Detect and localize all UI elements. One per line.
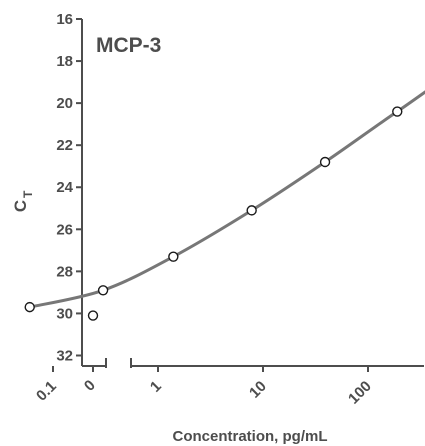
y-tick-label: 16 <box>56 11 73 28</box>
x-tick-label: 100 <box>345 378 375 408</box>
y-tick-label: 22 <box>56 137 73 154</box>
y-axis-title-subscript: T <box>21 190 35 198</box>
x-tick-label: 1 <box>147 378 165 396</box>
y-tick-label: 20 <box>56 95 73 112</box>
data-point <box>246 205 257 216</box>
y-axis-title: C T <box>11 190 35 212</box>
data-point-zero <box>87 310 99 321</box>
y-tick-label: 26 <box>56 221 73 238</box>
x-axis-title: Concentration, pg/mL <box>173 428 328 445</box>
data-point <box>392 106 403 117</box>
x-tick-label-zero: 0 <box>81 377 99 395</box>
data-point <box>168 251 179 262</box>
x-tick-label: 10 <box>246 378 270 402</box>
y-axis-title-main: C <box>11 200 30 212</box>
y-tick-label: 28 <box>56 263 73 280</box>
x-tick-label: 0.1 <box>33 378 60 405</box>
y-tick-label: 24 <box>56 179 73 196</box>
fit-curve <box>29 90 425 309</box>
data-point <box>319 156 331 168</box>
data-points <box>24 106 403 321</box>
y-tick-label: 18 <box>56 53 73 70</box>
data-point <box>24 301 35 313</box>
fit-curve-layer <box>29 90 425 309</box>
data-point <box>97 285 109 296</box>
y-tick-label: 30 <box>56 305 73 322</box>
chart-title: MCP-3 <box>96 34 161 57</box>
y-tick-label: 32 <box>56 347 73 364</box>
